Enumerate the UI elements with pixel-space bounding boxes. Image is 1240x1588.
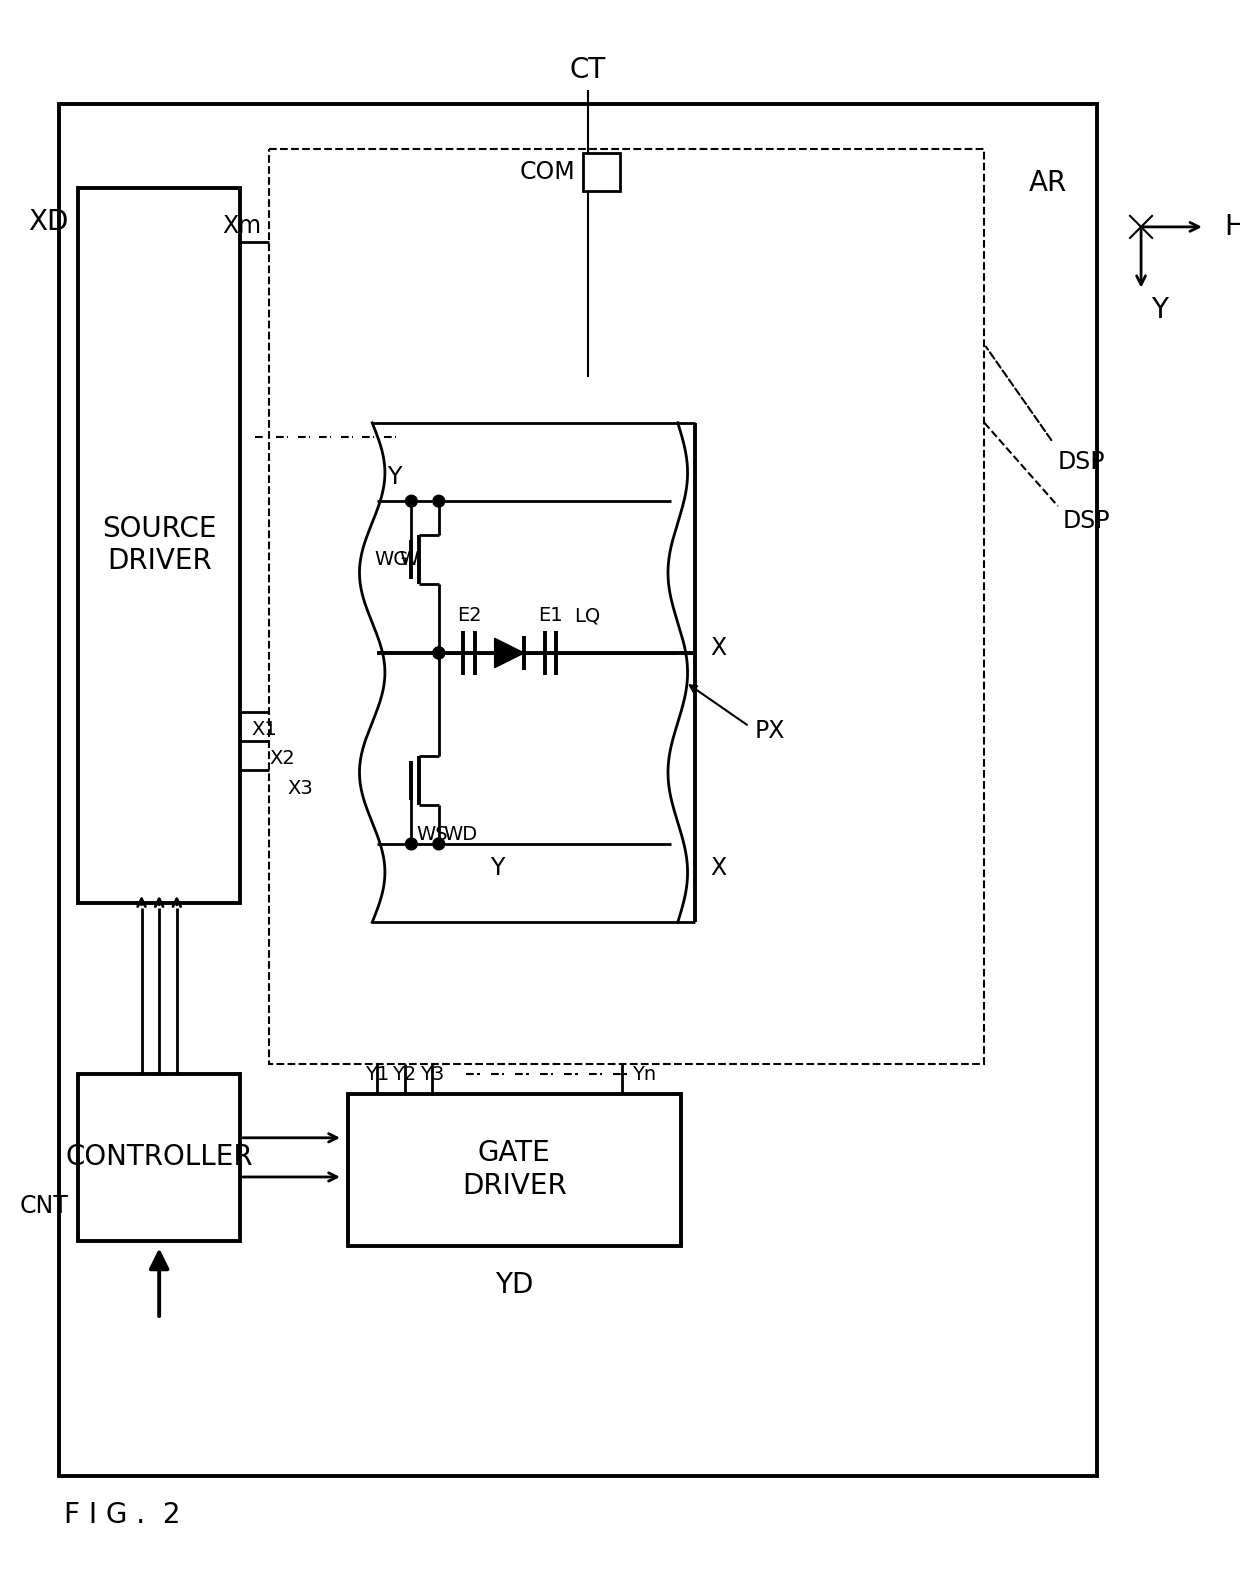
Text: E2: E2 [456,607,481,626]
Bar [78,187,241,902]
Text: Yn: Yn [631,1064,656,1083]
Text: W: W [399,551,419,570]
Circle shape [433,646,445,659]
Text: PX: PX [754,719,785,743]
Bar [583,154,620,191]
Circle shape [433,495,445,507]
Text: Xm: Xm [222,214,262,238]
Bar [58,105,1097,1475]
Text: XD: XD [29,208,68,237]
Circle shape [433,838,445,850]
Text: AR: AR [1028,168,1066,197]
Text: LQ: LQ [574,607,600,626]
Text: GATE
DRIVER: GATE DRIVER [461,1140,567,1201]
Text: WG: WG [374,551,408,570]
Bar [347,1094,681,1245]
Text: WD: WD [444,824,477,843]
Polygon shape [495,638,525,667]
Text: YD: YD [495,1270,533,1299]
Text: CT: CT [569,56,606,84]
Text: X1: X1 [252,719,278,738]
Bar [78,1073,241,1240]
Text: WS: WS [417,824,448,843]
Text: Y3: Y3 [420,1064,444,1083]
Text: CNT: CNT [20,1194,68,1218]
Text: DSP: DSP [1058,449,1105,473]
Bar [269,149,985,1064]
Text: F I G .  2: F I G . 2 [63,1501,180,1529]
Text: X3: X3 [286,778,312,797]
Text: SOURCE
DRIVER: SOURCE DRIVER [102,515,217,575]
Circle shape [433,646,445,659]
Circle shape [405,838,417,850]
Text: DSP: DSP [1063,508,1110,532]
Text: Y: Y [387,465,402,489]
Circle shape [405,495,417,507]
Text: Y: Y [1151,295,1168,324]
Text: X2: X2 [269,750,295,769]
Text: Y2: Y2 [392,1064,417,1083]
Text: CONTROLLER: CONTROLLER [66,1143,253,1172]
Text: X: X [711,856,727,880]
Text: E1: E1 [538,607,563,626]
Text: Y1: Y1 [365,1064,389,1083]
Text: H: H [1224,213,1240,241]
Text: Y: Y [490,856,505,880]
Text: X: X [711,637,727,661]
Text: COM: COM [520,160,575,184]
